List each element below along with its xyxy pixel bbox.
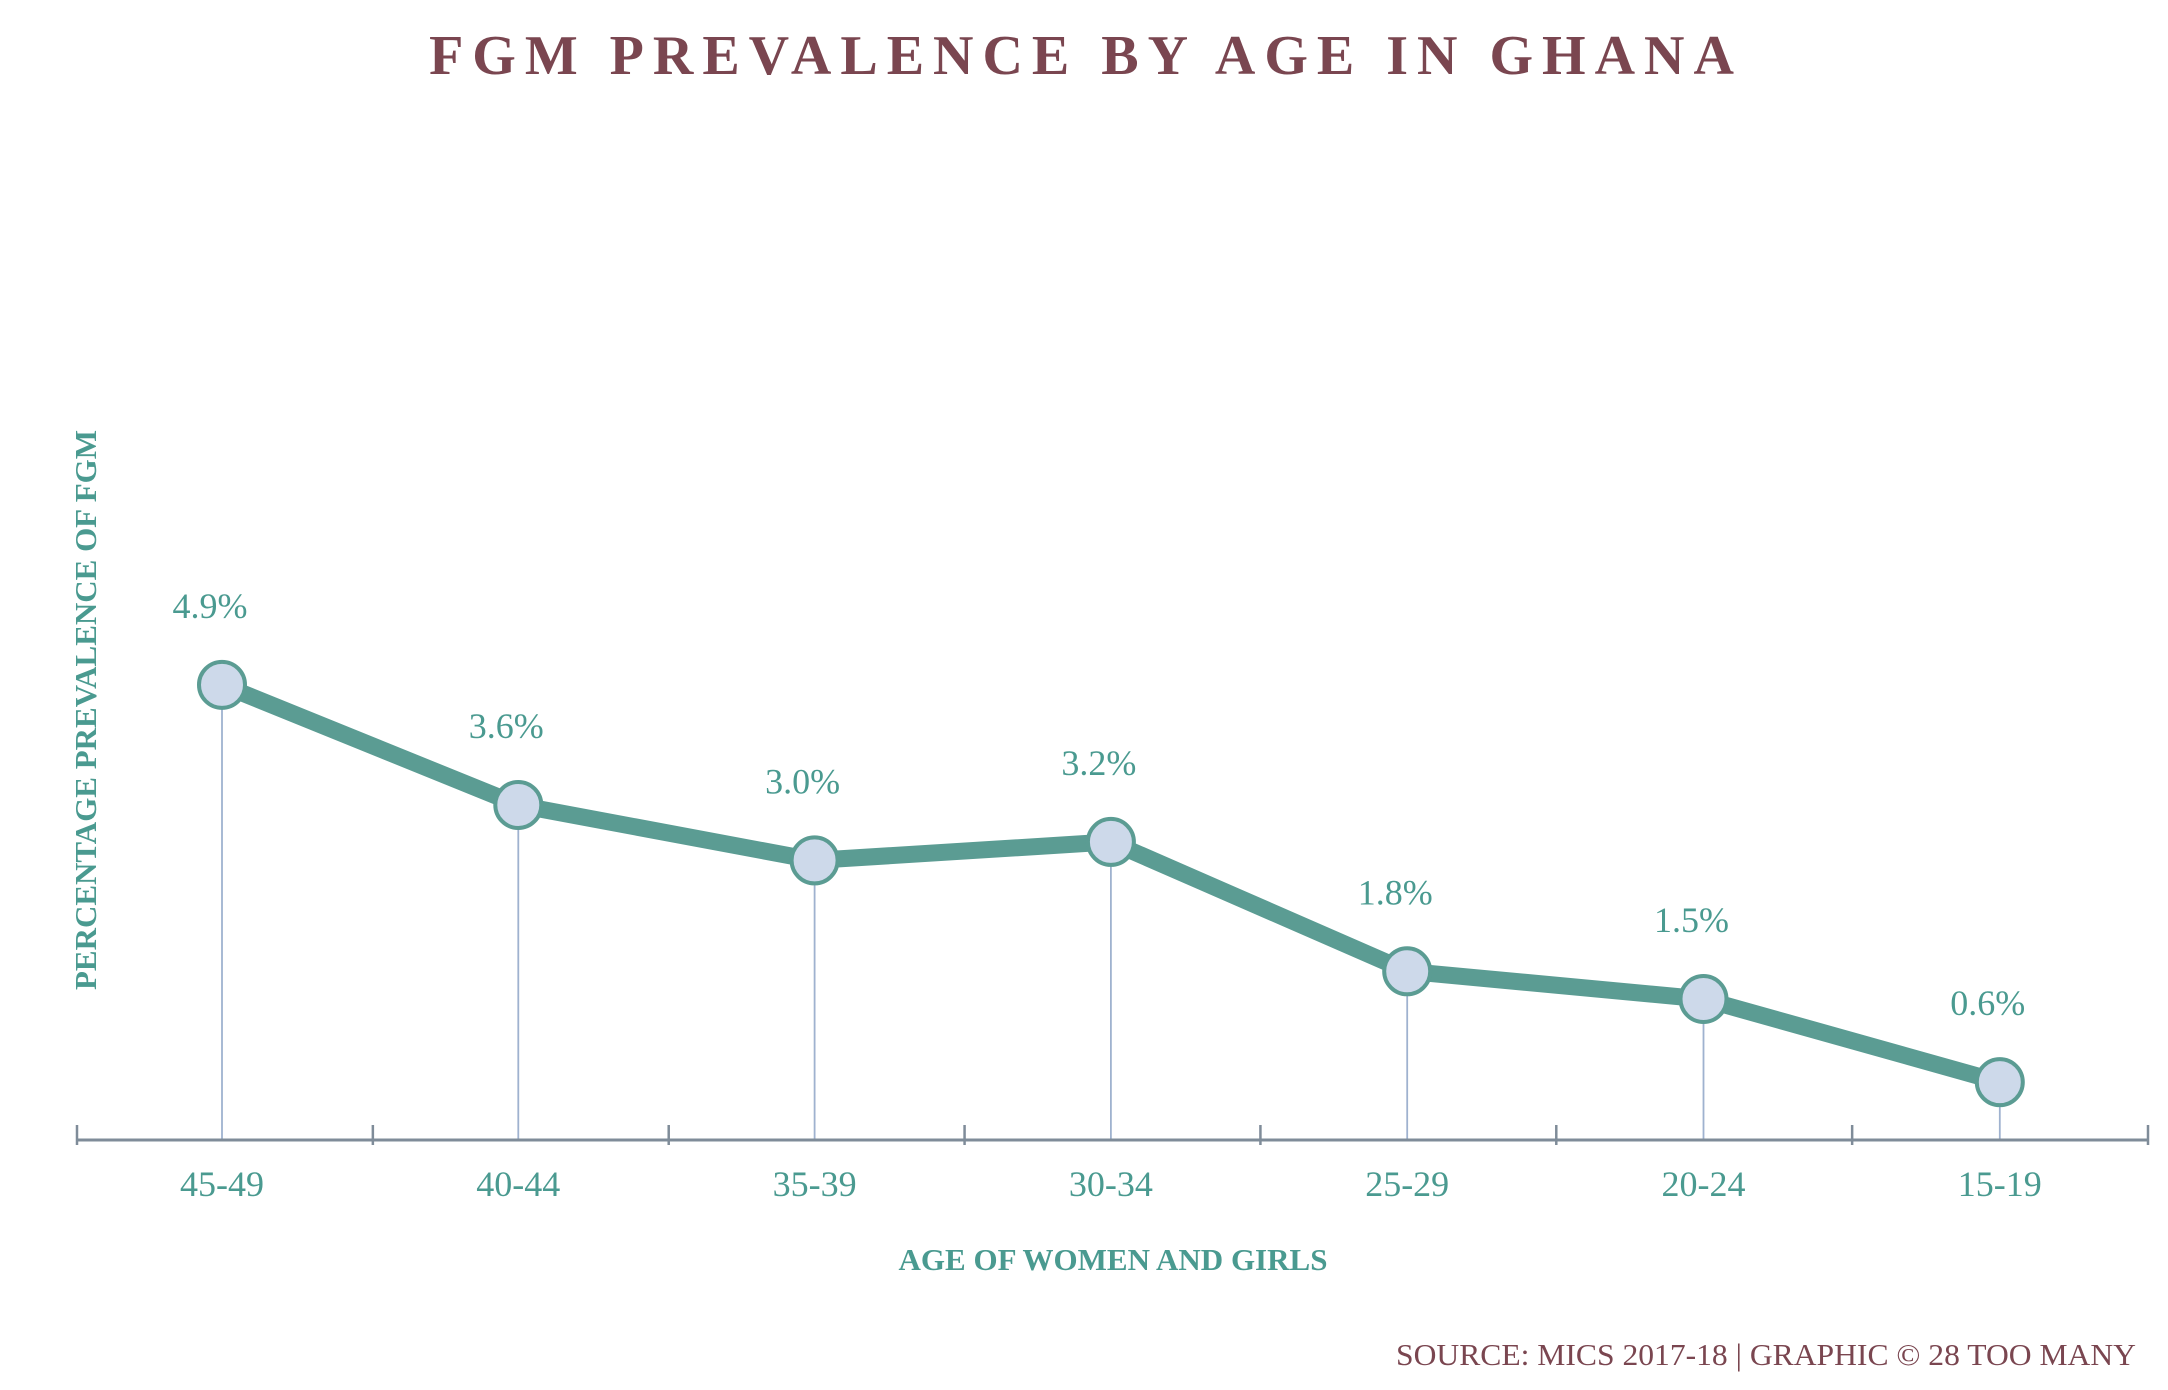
x-tick-label: 30-34 [1069,1164,1153,1204]
source-note: SOURCE: MICS 2017-18 | GRAPHIC © 28 TOO … [1396,1337,2136,1372]
data-label: 3.2% [1061,743,1136,783]
data-point [493,779,544,830]
chart-title: FGM PREVALENCE BY AGE IN GHANA [429,25,1743,87]
data-point [1382,946,1433,997]
x-tick-labels: 45-49 40-44 35-39 30-34 25-29 20-24 15-19 [180,1164,2042,1204]
data-label: 1.5% [1654,900,1729,940]
x-tick-label: 15-19 [1958,1164,2042,1204]
x-tick-label: 35-39 [773,1164,857,1204]
data-point [789,835,840,886]
data-point [1974,1057,2025,1108]
x-tick-label: 40-44 [476,1164,560,1204]
data-label: 4.9% [173,586,248,626]
data-point [197,659,247,710]
x-tick-label: 20-24 [1662,1164,1746,1204]
data-point [1085,816,1136,867]
data-labels: 4.9% 3.6% 3.0% 3.2% 1.8% 1.5% 0.6% [173,586,2026,1023]
data-point [1678,974,1729,1024]
axis-ticks [75,1125,2150,1145]
x-axis-label: AGE OF WOMEN AND GIRLS [899,1242,1328,1277]
data-markers [197,659,2025,1108]
data-label: 3.6% [469,706,544,746]
x-tick-label: 25-29 [1365,1164,1449,1204]
y-axis-label: PERCENTAGE PREVALENCE OF FGM [68,430,103,990]
x-tick-label: 45-49 [180,1164,264,1204]
data-label: 0.6% [1950,983,2025,1023]
data-label: 1.8% [1358,872,1433,912]
data-label: 3.0% [765,761,840,801]
